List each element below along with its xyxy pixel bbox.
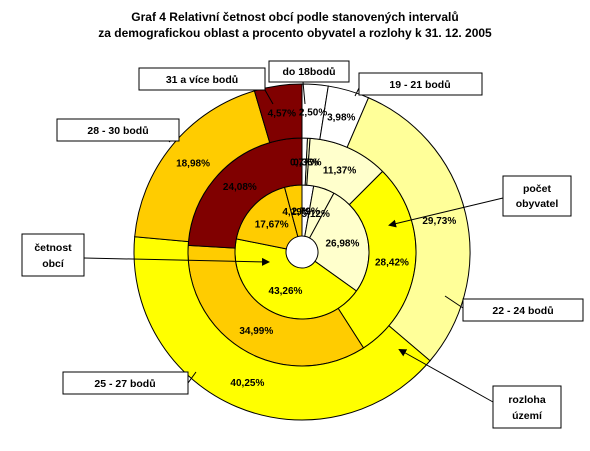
slice-label-četnost-obcí-4: 17,67%: [255, 220, 289, 231]
callout-31-box: 31 a více bodů: [138, 67, 266, 91]
slice-label-počet-obyvatel-2: 11,37%: [323, 166, 356, 177]
callout-31-label: 31 a více bodů: [166, 74, 238, 86]
slice-label-četnost-obcí-0: 2,79%: [291, 207, 319, 218]
callout-cetnost-label-1: četnost: [34, 242, 72, 254]
slice-label-četnost-obcí-1: 5,12%: [302, 209, 330, 220]
slice-rozloha-území-5: [253, 83, 303, 144]
callout-cetnost-box: četnost obcí: [21, 233, 85, 277]
chart-title-line-1: Graf 4 Relativní četnost obcí podle stan…: [131, 10, 459, 24]
doughnut-rings: [133, 83, 471, 421]
callout-28-30-box: 28 - 30 bodů: [56, 118, 180, 142]
slice-label-rozloha-území-3: 40,25%: [230, 378, 264, 389]
chart-title-line-2: za demografickou oblast a procento obyva…: [98, 26, 492, 40]
slice-label-počet-obyvatel-3: 28,42%: [375, 258, 409, 269]
slice-label-rozloha-území-5: 4,57%: [268, 108, 296, 119]
callout-pocet-label-1: počet: [523, 183, 552, 195]
line-31: [264, 89, 274, 105]
arrow-rozloha: [398, 349, 494, 403]
callout-do18-box: do 18bodů: [268, 60, 350, 83]
line-do18: [302, 81, 306, 105]
callout-rozloha-box: rozloha území: [492, 385, 562, 429]
slice-label-četnost-obcí-5: 4,19%: [282, 207, 310, 218]
slice-label-počet-obyvatel-4: 34,99%: [239, 326, 273, 337]
slice-label-počet-obyvatel-1: 0,36%: [293, 158, 321, 169]
slice-label-počet-obyvatel-5: 24,08%: [223, 182, 257, 193]
arrow-cetnost: [83, 257, 270, 266]
callout-rozloha-label-2: území: [512, 410, 543, 422]
callout-28-30-label: 28 - 30 bodů: [87, 125, 148, 137]
arrow-pocet: [388, 197, 504, 228]
line-22-24: [444, 295, 464, 309]
slice-label-rozloha-území-1: 3,98%: [327, 113, 355, 124]
slice-label-četnost-obcí-3: 43,26%: [269, 286, 303, 297]
callout-do18-label: do 18bodů: [282, 66, 335, 78]
callout-25-27-box: 25 - 27 bodů: [62, 371, 189, 395]
callout-pocet-box: počet obyvatel: [502, 175, 572, 217]
slice-rozloha-území-2: [346, 97, 471, 362]
callout-pocet-label-2: obyvatel: [516, 198, 559, 210]
slice-label-rozloha-území-0: 2,50%: [299, 107, 327, 118]
callout-25-27-label: 25 - 27 bodů: [94, 378, 155, 390]
slice-label-rozloha-území-2: 29,73%: [422, 216, 456, 227]
callout-19-21-box: 19 - 21 bodů: [358, 72, 483, 96]
line-25-27: [187, 371, 197, 384]
callout-22-24-box: 22 - 24 bodů: [462, 298, 584, 322]
slice-label-rozloha-území-4: 18,98%: [176, 159, 210, 170]
callout-rozloha-label-1: rozloha: [508, 394, 545, 406]
callout-19-21-label: 19 - 21 bodů: [389, 79, 450, 91]
slice-label-četnost-obcí-2: 26,98%: [325, 239, 359, 250]
callout-22-24-label: 22 - 24 bodů: [492, 305, 553, 317]
callout-cetnost-label-2: obcí: [42, 258, 65, 270]
slice-label-počet-obyvatel-0: 0,77%: [290, 158, 318, 169]
slice-labels: 2,79%5,12% 26,98% 43,26% 17,67% 4,19% 0,77%0,…: [176, 107, 456, 389]
slice-rozloha-území-3: [133, 236, 431, 421]
